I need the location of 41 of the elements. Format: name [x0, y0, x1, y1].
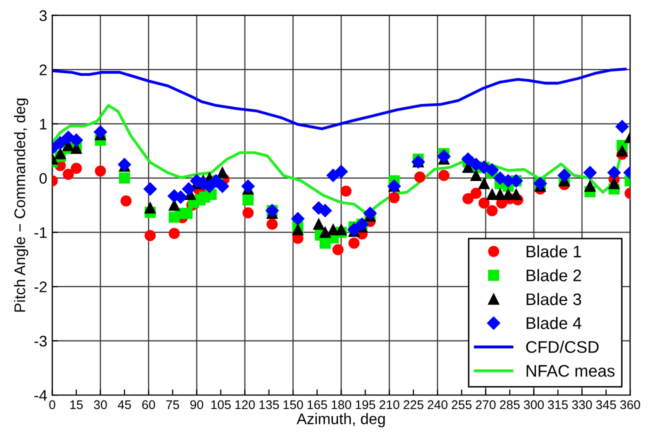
legend-label: Blade 3 [526, 292, 582, 306]
x-tick-label: 165 [308, 400, 328, 410]
x-tick-label: 15 [70, 400, 83, 410]
legend-label: Blade 1 [526, 245, 582, 258]
legend-label: NFAC meas [526, 365, 615, 377]
x-tick-label: 315 [548, 400, 568, 410]
x-tick-label: 90 [190, 400, 204, 410]
x-tick-label: 0 [49, 400, 56, 410]
x-tick-label: 180 [332, 400, 352, 410]
x-tick-label: 300 [524, 400, 544, 410]
y-tick-label: 0 [39, 172, 47, 184]
x-tick-label: 45 [118, 400, 131, 410]
y-tick-label: 3 [39, 10, 47, 22]
x-tick-label: 30 [94, 400, 107, 410]
x-tick-label: 210 [380, 400, 400, 410]
x-tick-label: 120 [235, 400, 255, 410]
x-tick-label: 360 [620, 400, 640, 410]
legend-label: Blade 2 [526, 269, 581, 282]
x-tick-label: 255 [452, 400, 472, 410]
y-tick-label: 1 [40, 118, 47, 130]
x-tick-label: 195 [356, 400, 376, 410]
y-tick-label: -4 [34, 390, 47, 401]
x-tick-label: 60 [142, 400, 156, 410]
legend-label: Blade 4 [526, 316, 582, 330]
x-tick-label: 135 [259, 400, 279, 410]
x-tick-label: 225 [404, 400, 424, 410]
x-axis-title: Azimuth, deg [296, 413, 385, 428]
y-tick-label: 2 [40, 64, 47, 76]
x-tick-label: 75 [166, 400, 180, 410]
y-tick-label: -3 [34, 336, 47, 347]
legend-label: CFD/CSD [526, 340, 599, 353]
y-tick-label: -1 [34, 227, 47, 238]
x-tick-label: 105 [211, 400, 231, 410]
x-tick-label: 330 [572, 400, 592, 410]
x-tick-label: 345 [596, 400, 616, 410]
x-tick-label: 270 [476, 400, 496, 410]
y-tick-label: -2 [34, 281, 47, 292]
x-tick-label: 240 [428, 400, 448, 410]
y-axis-title: Pitch Angle − Commanded, deg [14, 98, 28, 312]
x-tick-label: 285 [500, 400, 520, 410]
x-tick-label: 150 [284, 400, 303, 410]
